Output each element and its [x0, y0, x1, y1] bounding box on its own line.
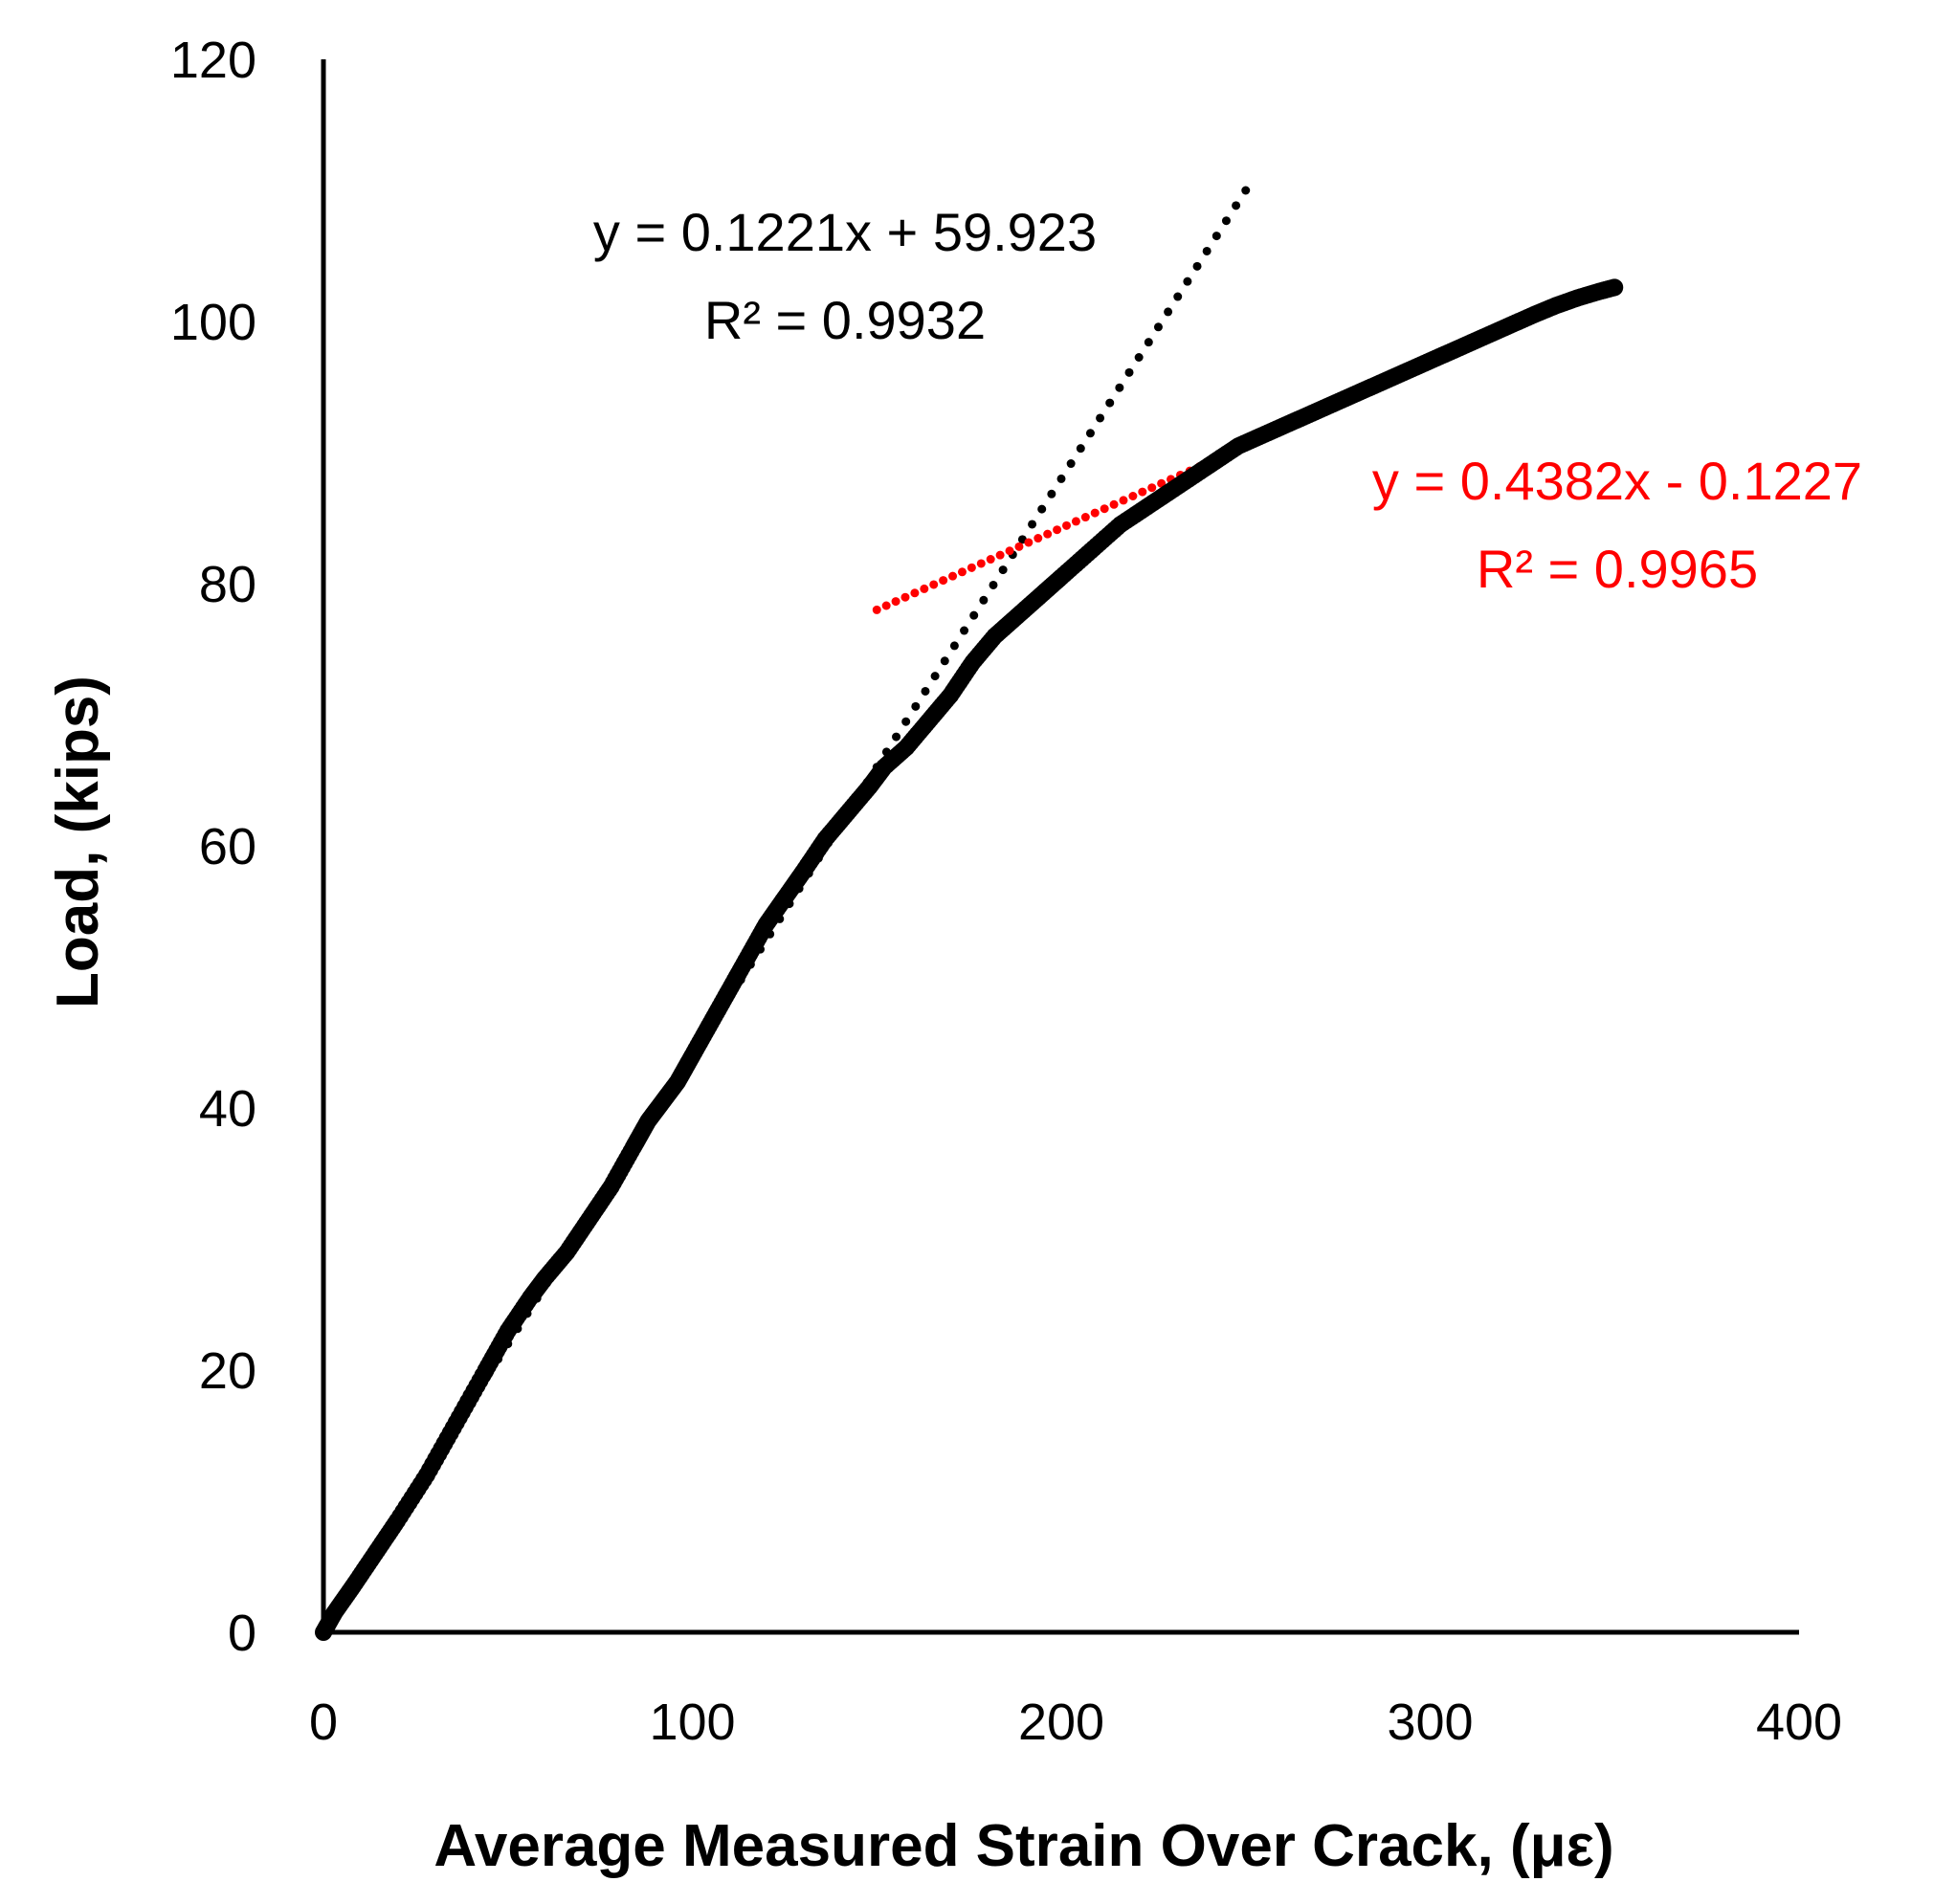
trendline-dot [995, 550, 1005, 560]
trendline-dot [900, 592, 910, 602]
trendline-dot [1090, 508, 1100, 518]
trendline-dot [948, 571, 958, 581]
trendline-dot [929, 580, 939, 589]
y-tick-labels: 0 20 40 60 80 100 120 [170, 32, 256, 1662]
trendline-dot [976, 559, 986, 568]
trendline-dot [1005, 546, 1014, 556]
x-tick-label: 200 [1018, 1694, 1104, 1751]
trendline-dot [939, 576, 948, 586]
trendline-dot [998, 565, 1008, 575]
trendline-dot [891, 597, 900, 607]
trendline-dot [1241, 186, 1251, 195]
postcrack-equation-label: y = 0.4382x - 0.1227 [1372, 451, 1862, 511]
trendline-dot [1134, 352, 1144, 362]
trendline-dot [1047, 489, 1056, 498]
trendline-dot [920, 584, 929, 593]
trendline-dot [1144, 338, 1153, 347]
trendline-dot [957, 567, 967, 577]
y-tick-label: 80 [199, 556, 256, 613]
trendline-dot [1024, 538, 1034, 547]
trendline-dot [1014, 542, 1024, 551]
x-tick-label: 300 [1387, 1694, 1473, 1751]
trendline-dot [1138, 487, 1147, 497]
trendline-dot [1221, 216, 1231, 226]
trendline-dot [1153, 322, 1163, 332]
trendline-dot [1115, 383, 1124, 392]
trendline-dot [1232, 201, 1241, 210]
x-tick-label: 0 [309, 1694, 338, 1751]
trendline-dot [1076, 444, 1085, 454]
trendline-dot [1109, 499, 1119, 509]
trendline-dot [921, 686, 930, 696]
trendline-dot [911, 701, 921, 711]
trendline-dot [940, 656, 949, 666]
trendline-dot [1212, 232, 1221, 241]
x-tick-labels: 0 100 200 300 400 [309, 1694, 1842, 1751]
trendline-dot [1105, 398, 1115, 408]
trendline-dot [969, 610, 979, 620]
y-tick-label: 20 [199, 1342, 256, 1400]
trendline-dot [1183, 277, 1192, 286]
x-axis-title: Average Measured Strain Over Crack, (με) [433, 1813, 1613, 1879]
trendline-dot [1128, 492, 1138, 501]
trendline-dot [1080, 513, 1090, 522]
x-tick-label: 100 [649, 1694, 735, 1751]
trendline-dot [892, 732, 901, 742]
trendline-dot [872, 605, 881, 614]
trendline-dot [1066, 459, 1076, 469]
trendline-dot [1173, 292, 1183, 301]
trendline-dot [901, 717, 911, 726]
trendline-dot [1192, 261, 1202, 271]
trendline-dot [979, 595, 989, 605]
x-tick-label: 400 [1756, 1694, 1842, 1751]
trendline-dot [1085, 429, 1095, 438]
elastic-equation-label: y = 0.1221x + 59.923 [593, 202, 1097, 262]
trendline-dot [989, 580, 998, 589]
trendline-dot [1028, 520, 1037, 529]
trendline-dot [1100, 504, 1109, 514]
data-point [1606, 278, 1624, 297]
trendline-dot [1202, 246, 1212, 255]
y-tick-label: 40 [199, 1080, 256, 1138]
trendline-dot [1062, 520, 1072, 530]
trendline-dot [1037, 504, 1047, 514]
trendline-dot [910, 588, 920, 598]
trendline-dot [1071, 517, 1080, 526]
trendline-dot [1056, 474, 1066, 483]
trendline-dot [1124, 367, 1134, 377]
trendline-dot [881, 601, 891, 610]
trendline-dot [986, 555, 995, 565]
trendline-dot [1053, 525, 1062, 535]
y-axis-title: Load, (kips) [45, 675, 111, 1008]
y-tick-label: 60 [199, 818, 256, 875]
postcrack-r2-label: R² = 0.9965 [1477, 539, 1758, 599]
y-tick-label: 120 [170, 32, 256, 89]
measured-data-series [315, 278, 1624, 1641]
y-tick-label: 100 [170, 294, 256, 351]
trendline-dot [1147, 483, 1157, 493]
trendline-dot [930, 672, 940, 681]
trendline-dot [1096, 413, 1105, 423]
trendline-dot [960, 626, 969, 635]
trendline-dot [949, 641, 959, 651]
trendline-dot [1034, 534, 1043, 543]
elastic-r2-label: R² = 0.9932 [704, 290, 986, 350]
trendline-dot [967, 563, 976, 572]
trendline-dot [1164, 307, 1173, 317]
trendline-dot [1119, 496, 1128, 505]
y-tick-label: 0 [228, 1605, 256, 1662]
trendline-dot [1043, 529, 1053, 539]
